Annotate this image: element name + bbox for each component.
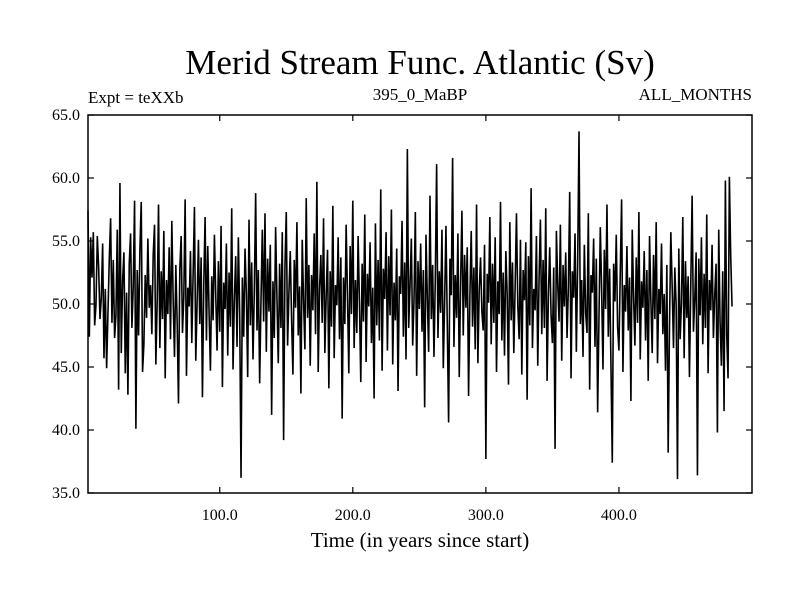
x-tick-label: 400.0 (601, 507, 637, 524)
x-axis: 100.0 200.0 300.0 400.0 (202, 115, 637, 524)
plot-frame (87, 114, 753, 494)
period-label: 395_0_MaBP (373, 85, 467, 104)
chart-title: Merid Stream Func. Atlantic (Sv) (185, 43, 655, 82)
experiment-label: Expt = teXXb (88, 88, 184, 107)
x-tick-label: 200.0 (335, 507, 371, 524)
y-tick-label: 65.0 (52, 107, 80, 124)
y-tick-label: 35.0 (52, 485, 80, 502)
y-tick-label: 55.0 (52, 233, 80, 250)
series-line (87, 131, 733, 480)
y-tick-label: 50.0 (52, 296, 80, 313)
y-tick-label: 45.0 (52, 359, 80, 376)
y-tick-label: 40.0 (52, 422, 80, 439)
x-tick-label: 300.0 (468, 507, 504, 524)
x-axis-label: Time (in years since start) (311, 528, 530, 552)
months-label: ALL_MONTHS (639, 85, 752, 104)
y-tick-label: 60.0 (52, 170, 80, 187)
x-tick-label: 100.0 (202, 507, 238, 524)
